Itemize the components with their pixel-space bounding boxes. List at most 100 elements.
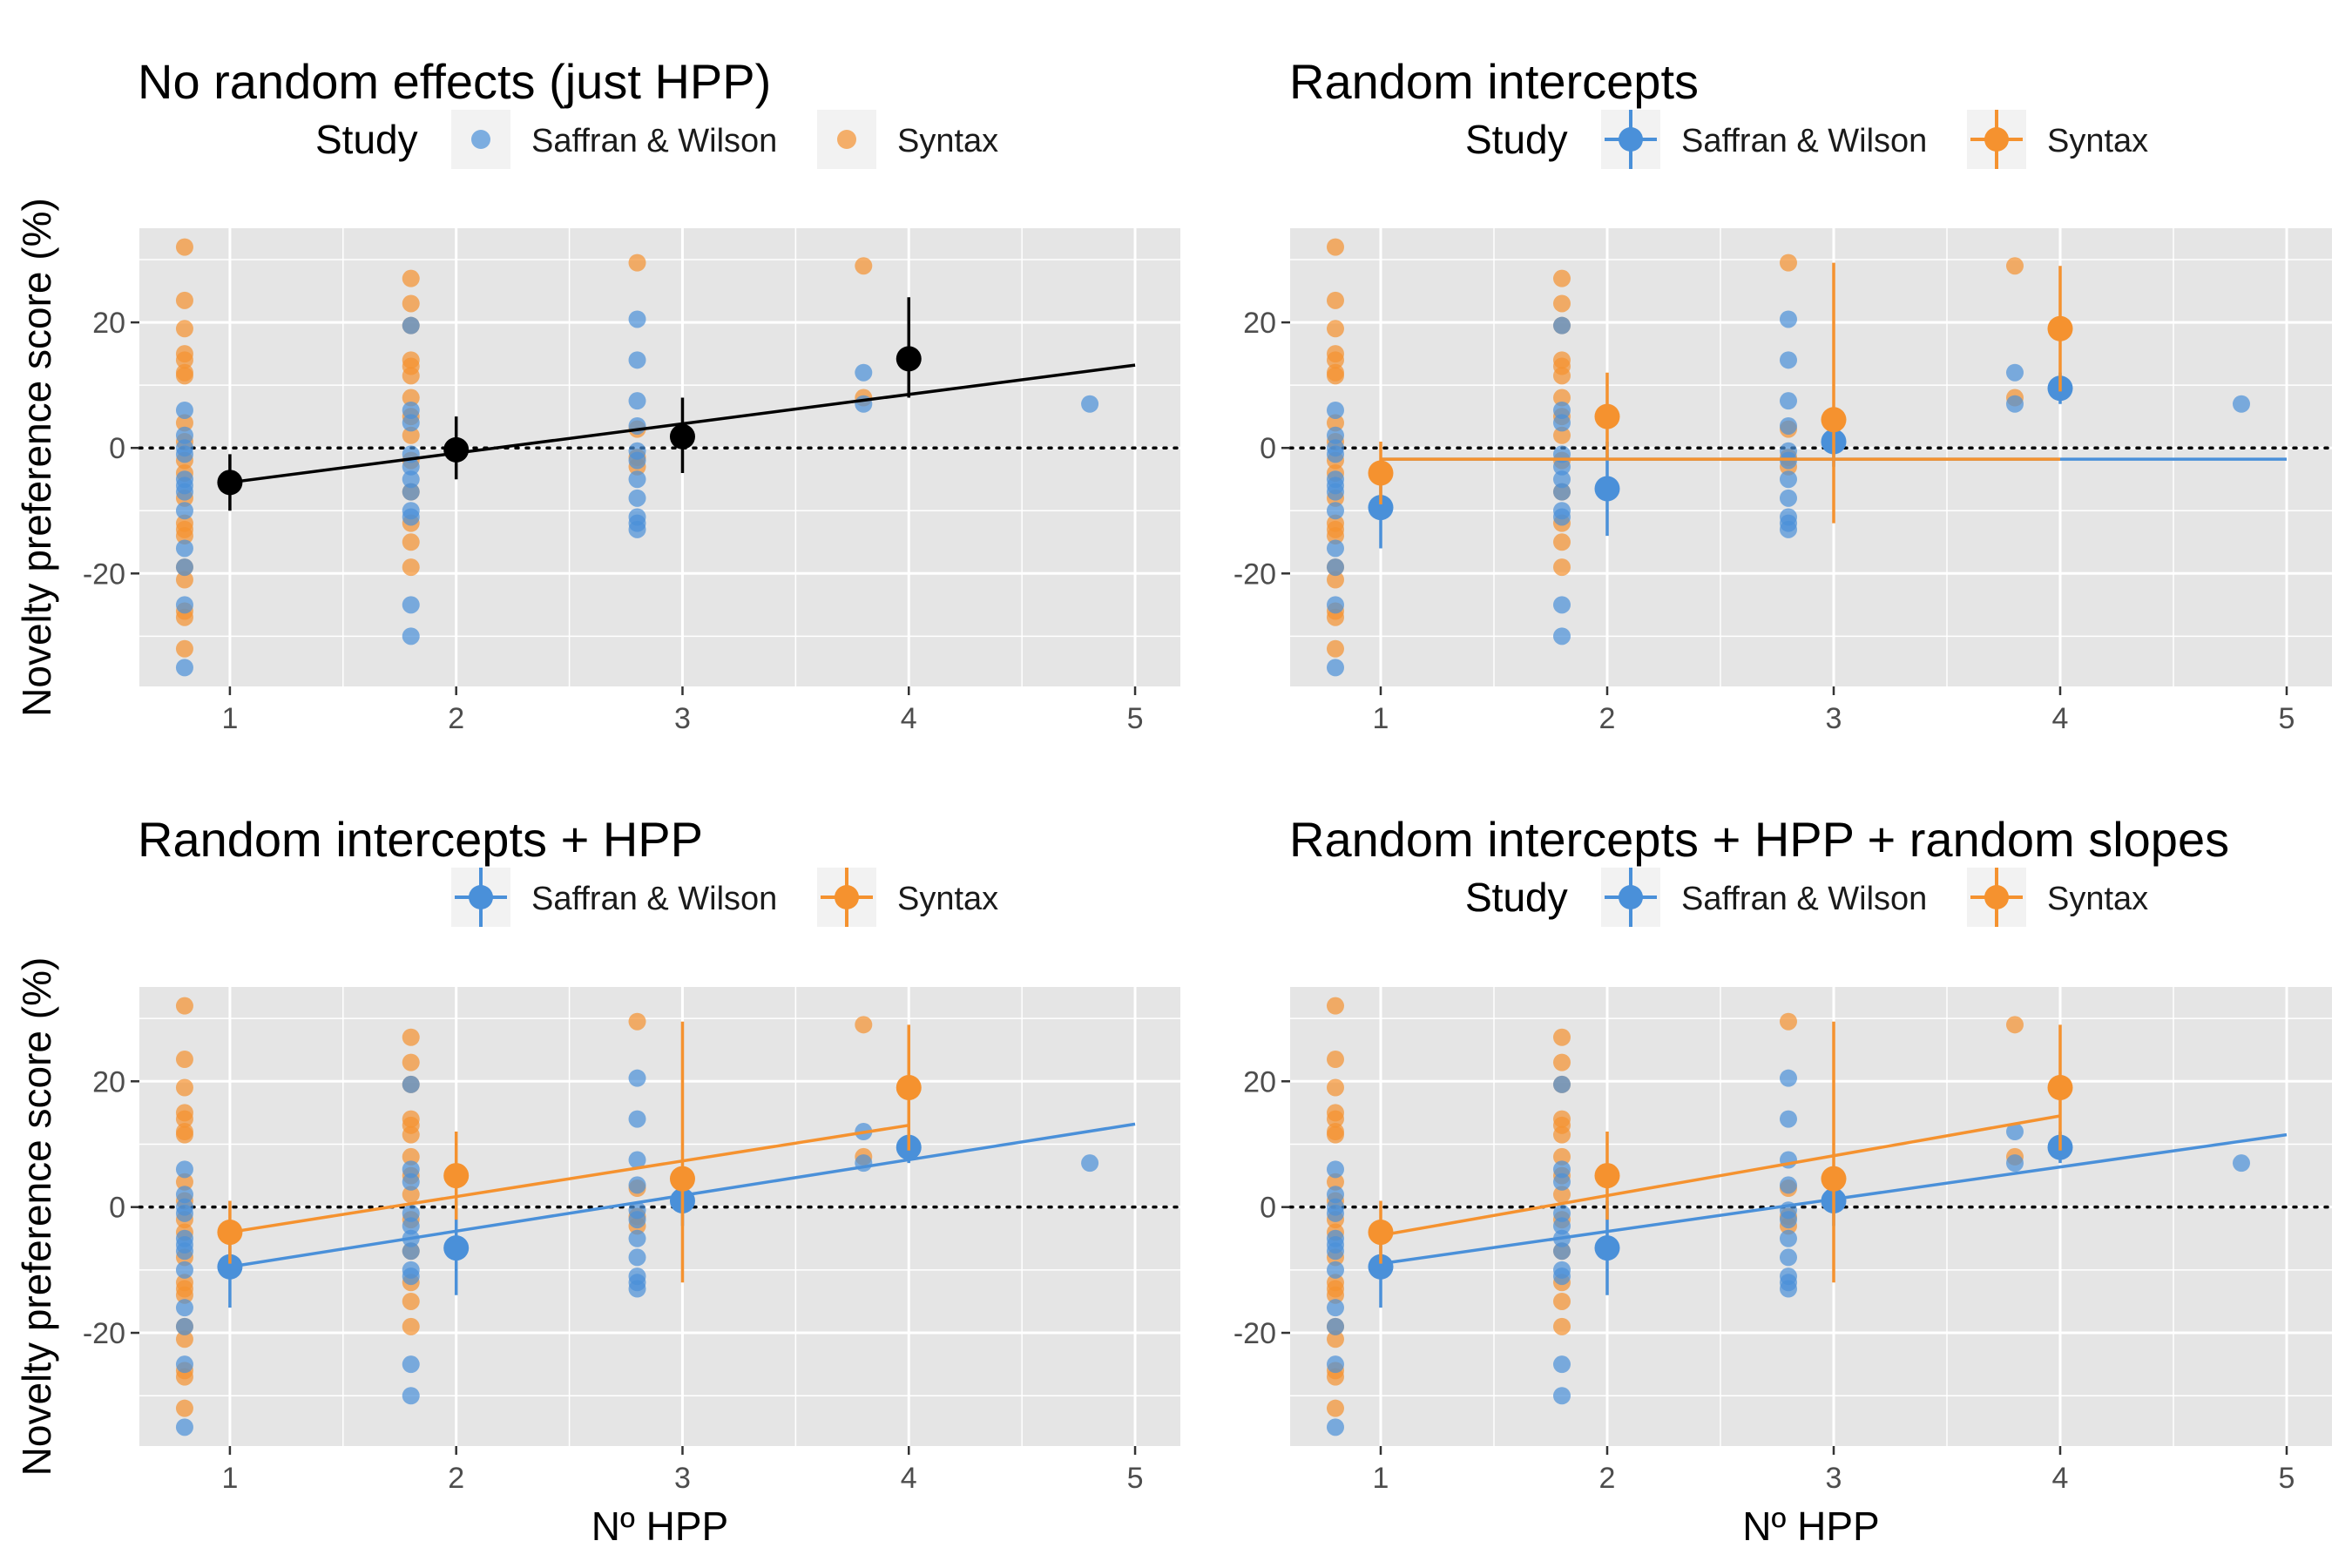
data-point-syntax: [2006, 1016, 2024, 1034]
x-tick-label: 1: [221, 702, 238, 735]
data-point-syntax: [175, 1051, 193, 1069]
data-point-saffran: [1553, 1387, 1571, 1405]
x-tick-label: 2: [1599, 1462, 1616, 1495]
data-point-syntax: [175, 291, 193, 309]
data-point-syntax: [1327, 238, 1344, 256]
data-point-saffran: [855, 395, 873, 413]
data-point-syntax: [1780, 253, 1797, 272]
legend-label: Syntax: [2047, 881, 2148, 917]
data-point-syntax: [402, 1292, 420, 1310]
x-tick-label: 4: [2052, 1462, 2069, 1495]
x-tick-label: 5: [2279, 702, 2295, 735]
data-point-syntax: [402, 1186, 420, 1204]
data-point-saffran: [628, 1110, 646, 1128]
data-point-saffran: [1327, 502, 1344, 520]
data-point-saffran: [175, 1160, 193, 1179]
mean-point-syntax: [1594, 403, 1620, 429]
mean-point-syntax: [896, 1075, 922, 1101]
data-point-saffran: [1780, 1069, 1797, 1087]
data-point-syntax: [1553, 1317, 1571, 1335]
data-point-saffran: [402, 1217, 420, 1235]
fit-line-syntax: [1380, 1114, 2061, 1237]
data-point-saffran: [402, 470, 420, 489]
data-point-saffran: [628, 1248, 646, 1267]
data-point-syntax: [402, 558, 420, 577]
data-point-syntax: [855, 257, 873, 275]
data-point-saffran: [628, 1069, 646, 1087]
data-point-syntax: [1327, 1051, 1344, 1069]
data-point-syntax: [1327, 351, 1344, 369]
legend-label: Saffran & Wilson: [1681, 881, 1927, 917]
panel-3: Random intercepts + HPP Study Saffran & Wi…: [14, 812, 1568, 1549]
data-point-saffran: [1780, 1110, 1797, 1128]
data-point-saffran: [175, 1418, 193, 1436]
data-point-syntax: [1327, 1368, 1344, 1386]
data-point-syntax: [1780, 1012, 1797, 1031]
legend-label: Saffran & Wilson: [1681, 123, 1927, 159]
data-point-syntax: [402, 269, 420, 287]
data-point-saffran: [402, 414, 420, 432]
data-point-syntax: [1327, 367, 1344, 385]
y-tick-label: -20: [1233, 1317, 1276, 1350]
data-point-syntax: [628, 253, 646, 272]
data-point-saffran: [855, 363, 873, 382]
data-point-saffran: [175, 1186, 193, 1204]
data-point-saffran: [1327, 539, 1344, 558]
data-point-saffran: [1553, 1160, 1571, 1179]
data-point-saffran: [2006, 1154, 2024, 1173]
data-point-saffran: [175, 1242, 193, 1260]
y-tick-label: 0: [1260, 432, 1276, 465]
data-point-syntax: [175, 997, 193, 1015]
data-point-saffran: [1553, 627, 1571, 645]
data-point-saffran: [1327, 558, 1344, 577]
mean-point-saffran: [217, 1254, 243, 1280]
legend-key-point: [471, 130, 490, 149]
data-point-saffran: [2006, 395, 2024, 413]
x-tick-label: 5: [2279, 1462, 2295, 1495]
data-point-saffran: [1780, 1176, 1797, 1194]
data-point-saffran: [175, 426, 193, 444]
data-point-syntax: [402, 367, 420, 385]
legend: Study Saffran & Wilson Syntax: [451, 868, 1568, 927]
data-point-saffran: [628, 451, 646, 470]
mean-point-syntax: [1821, 1166, 1847, 1192]
x-tick-label: 1: [1373, 702, 1389, 735]
data-point-saffran: [1780, 310, 1797, 328]
data-point-saffran: [175, 1299, 193, 1317]
data-point-saffran: [175, 445, 193, 463]
legend-key-point: [469, 885, 493, 909]
data-point-syntax: [402, 533, 420, 551]
legend-key-point: [1619, 127, 1643, 152]
data-point-saffran: [628, 1280, 646, 1298]
data-point-saffran: [402, 1355, 420, 1374]
y-tick-label: 0: [109, 432, 125, 465]
data-point-syntax: [175, 1078, 193, 1097]
legend-label: Syntax: [2047, 123, 2148, 159]
data-point-saffran: [175, 401, 193, 419]
data-point-saffran: [2233, 395, 2250, 413]
data-point-saffran: [1327, 483, 1344, 501]
data-point-saffran: [1327, 1418, 1344, 1436]
data-point-saffran: [1327, 1204, 1344, 1222]
data-point-saffran: [402, 1267, 420, 1286]
legend-key-point: [1984, 127, 2009, 152]
data-point-saffran: [1327, 596, 1344, 614]
mean-point-syntax: [669, 1166, 695, 1192]
data-point-syntax: [1553, 269, 1571, 287]
data-point-saffran: [628, 310, 646, 328]
mean-point-syntax: [1594, 1163, 1620, 1189]
data-point-syntax: [1327, 1399, 1344, 1417]
y-tick-label: 20: [92, 1065, 125, 1098]
data-point-saffran: [1780, 1211, 1797, 1229]
data-point-saffran: [628, 392, 646, 410]
data-point-syntax: [175, 1125, 193, 1144]
panel-1: No random effects (just HPP) Study Saffran…: [14, 54, 1182, 735]
data-point-saffran: [402, 1173, 420, 1191]
data-point-saffran: [1780, 520, 1797, 538]
data-point-saffran: [175, 1260, 193, 1279]
legend-title: Study: [1465, 117, 1568, 162]
data-point-saffran: [1553, 1217, 1571, 1235]
data-point-saffran: [1780, 1280, 1797, 1298]
data-point-saffran: [175, 539, 193, 558]
data-point-saffran: [402, 1075, 420, 1093]
